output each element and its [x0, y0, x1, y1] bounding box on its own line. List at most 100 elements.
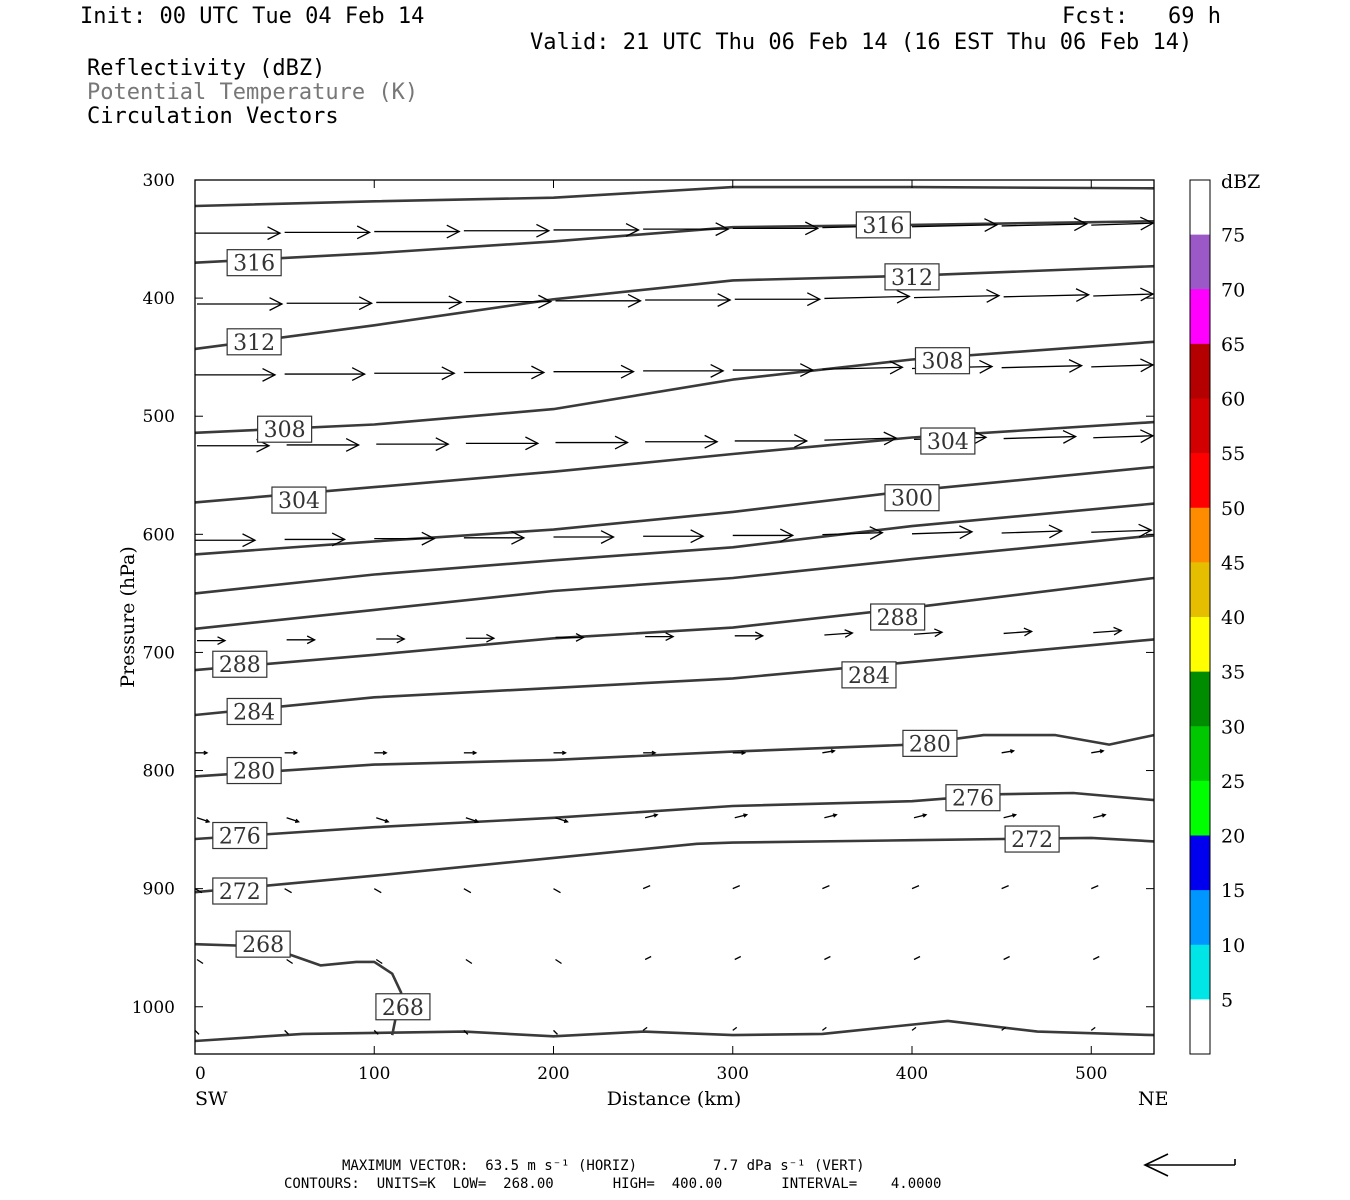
contour-label: 284: [848, 664, 890, 689]
wind-vector: [1091, 885, 1099, 890]
wind-vector: [284, 532, 347, 547]
x-tick-label: 400: [896, 1064, 928, 1084]
wind-vector: [822, 749, 836, 754]
colorbar-tick-label: 60: [1221, 389, 1245, 411]
colorbar-segment: [1190, 289, 1210, 345]
wind-vector: [286, 635, 317, 645]
wind-vector: [824, 813, 838, 819]
contour-label-box: [914, 347, 971, 375]
wind-vector: [1091, 216, 1155, 231]
wind-vector: [373, 1029, 379, 1035]
colorbar-tick-label: 35: [1221, 662, 1245, 684]
wind-vector: [1001, 217, 1089, 232]
wind-vector: [376, 634, 406, 644]
wind-vector: [374, 750, 388, 756]
wind-vector: [373, 888, 382, 894]
wind-vector: [644, 813, 659, 819]
colorbar-tick-label: 15: [1221, 880, 1245, 902]
wind-vector: [911, 1026, 917, 1031]
contour-label: 300: [891, 487, 933, 512]
theta-contour-308: [194, 340, 1155, 435]
wind-vector: [286, 296, 374, 311]
theta-contour-268: [194, 942, 403, 1036]
contour-label-box: [212, 821, 268, 850]
wind-vector: [376, 817, 390, 823]
x-left-endpoint: SW: [195, 1088, 228, 1110]
contour-label: 288: [219, 653, 261, 678]
wind-vector: [643, 750, 657, 756]
max-vector-note: MAXIMUM VECTOR: 63.5 m s⁻¹ (HORIZ) 7.7 d…: [342, 1158, 865, 1174]
wind-vector: [644, 955, 652, 961]
wind-vector: [822, 885, 830, 890]
wind-vector: [284, 750, 299, 756]
colorbar-frame: [1189, 179, 1211, 1055]
wind-vector: [1093, 813, 1107, 819]
wind-vector: [734, 813, 749, 819]
contour-label-box: [884, 263, 940, 291]
wind-vector: [732, 528, 795, 543]
contour-label: 304: [278, 489, 320, 514]
wind-vector: [1003, 288, 1091, 303]
colorbar-segment: [1190, 999, 1210, 1055]
wind-vector: [463, 750, 478, 756]
wind-vector: [642, 885, 651, 890]
wind-vector: [821, 1026, 827, 1031]
colorbar-segment: [1190, 180, 1210, 236]
colorbar-segment: [1190, 890, 1210, 946]
contour-label-box: [855, 211, 911, 239]
wind-vector: [643, 222, 730, 237]
wind-vector: [463, 530, 526, 545]
colorbar-tick-label: 5: [1221, 989, 1233, 1011]
wind-vector: [284, 1029, 290, 1035]
wind-vector: [732, 221, 820, 236]
wind-vector: [284, 367, 367, 382]
colorbar-tick-label: 25: [1221, 771, 1245, 793]
y-tick-label: 600: [143, 525, 175, 545]
x-tick-label: 100: [358, 1064, 390, 1084]
contour-label-box: [226, 756, 282, 785]
wind-vector: [463, 365, 546, 380]
wind-vector: [1091, 749, 1105, 754]
wind-vector: [286, 817, 300, 823]
wind-vector: [194, 888, 203, 894]
wind-vector: [194, 1029, 200, 1035]
theta-contour-280: [194, 733, 1155, 778]
contour-label: 316: [233, 252, 275, 277]
wind-vector: [195, 367, 277, 382]
contour-label-box: [226, 697, 282, 726]
contour-label-box: [870, 603, 926, 631]
contour-label-box: [257, 415, 313, 443]
wind-vector: [195, 750, 209, 756]
wind-vector: [284, 888, 292, 894]
x-tick-label: 0: [195, 1064, 206, 1084]
wind-vector: [555, 633, 585, 642]
y-tick-label: 500: [143, 407, 175, 427]
wind-vector: [465, 958, 473, 965]
contour-label-box: [902, 729, 958, 757]
wind-vector: [196, 958, 204, 965]
contour-label: 312: [233, 331, 275, 356]
x-axis-label: Distance (km): [607, 1088, 742, 1110]
contour-labels: 316 316 312 312 308 308 304 304 300 288 288 284 284 2…: [212, 211, 1060, 1021]
colorbar-segment: [1190, 617, 1210, 673]
wind-vector: [553, 750, 567, 756]
wind-vector: [555, 293, 642, 308]
wind-vector: [1092, 955, 1100, 961]
wind-vector: [732, 750, 747, 756]
y-tick-label: 300: [143, 171, 175, 191]
wind-vector: [822, 526, 884, 540]
contour-label-box: [212, 650, 268, 678]
wind-vector: [1003, 627, 1034, 637]
colorbar-segment: [1190, 780, 1210, 836]
colorbar-segment: [1190, 944, 1210, 1000]
wind-vector: [555, 435, 629, 450]
wind-vector: [196, 817, 211, 823]
contour-label: 312: [891, 266, 933, 291]
field-legend-reflectivity: Reflectivity (dBZ): [87, 56, 326, 81]
colorbar-tick-label: 70: [1221, 279, 1245, 301]
theta-contour-300: [194, 465, 1155, 556]
wind-vector: [913, 955, 921, 961]
colorbar-tick-label: 55: [1221, 443, 1245, 465]
wind-vector: [643, 529, 705, 544]
